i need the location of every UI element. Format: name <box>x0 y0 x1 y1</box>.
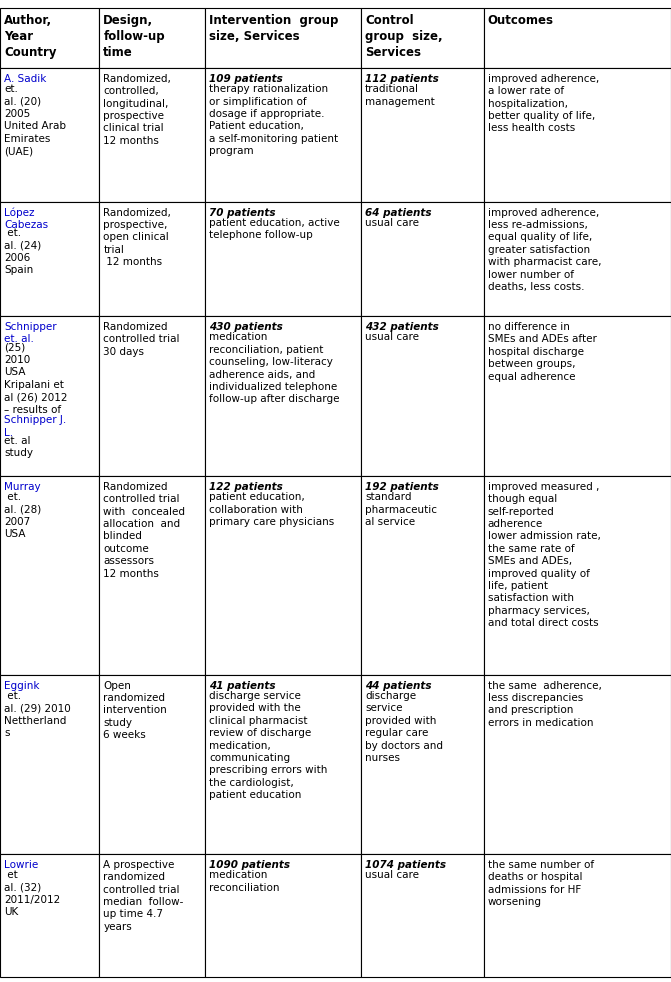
Bar <box>361 316 484 476</box>
Text: medication
reconciliation: medication reconciliation <box>209 870 280 893</box>
Text: Open
randomized
intervention
study
6 weeks: Open randomized intervention study 6 wee… <box>103 681 167 740</box>
Text: A prospective
randomized
controlled trial
median  follow-
up time 4.7
years: A prospective randomized controlled tria… <box>103 860 184 932</box>
Text: Design,
follow-up
time: Design, follow-up time <box>103 14 165 59</box>
Bar <box>99 476 205 675</box>
Bar <box>0 854 99 977</box>
Text: et.
al. (28)
2007
USA: et. al. (28) 2007 USA <box>4 492 42 539</box>
Text: 1074 patients: 1074 patients <box>365 860 446 870</box>
Text: Control
group  size,
Services: Control group size, Services <box>365 14 443 59</box>
Bar <box>205 201 361 316</box>
Text: (25)
2010
USA
Kripalani et
al (26) 2012
– results of: (25) 2010 USA Kripalani et al (26) 2012 … <box>4 343 68 427</box>
Bar <box>0 476 99 675</box>
Text: improved measured ,
though equal
self-reported
adherence
lower admission rate,
t: improved measured , though equal self-re… <box>488 482 601 628</box>
Text: no difference in
SMEs and ADEs after
hospital discharge
between groups,
equal ad: no difference in SMEs and ADEs after hos… <box>488 322 597 382</box>
Text: et.
al. (20)
2005
United Arab
Emirates
(UAE): et. al. (20) 2005 United Arab Emirates (… <box>4 84 66 156</box>
Bar <box>99 201 205 316</box>
Bar <box>361 8 484 68</box>
Text: 192 patients: 192 patients <box>365 482 439 492</box>
Bar <box>205 316 361 476</box>
Text: Schnipper
et. al.: Schnipper et. al. <box>4 322 56 345</box>
Text: 70 patients: 70 patients <box>209 207 276 218</box>
Text: discharge
service
provided with
regular care
by doctors and
nurses: discharge service provided with regular … <box>365 691 443 763</box>
Text: medication
reconciliation, patient
counseling, low-literacy
adherence aids, and
: medication reconciliation, patient couns… <box>209 332 340 405</box>
Text: discharge service
provided with the
clinical pharmacist
review of discharge
medi: discharge service provided with the clin… <box>209 691 327 800</box>
Text: Randomized,
prospective,
open clinical
trial
 12 months: Randomized, prospective, open clinical t… <box>103 207 171 267</box>
Bar <box>361 854 484 977</box>
Bar <box>205 68 361 201</box>
Bar <box>361 68 484 201</box>
Text: Randomized
controlled trial
with  concealed
allocation  and
blinded
outcome
asse: Randomized controlled trial with conceal… <box>103 482 185 578</box>
Text: et
al. (32)
2011/2012
UK: et al. (32) 2011/2012 UK <box>4 870 60 917</box>
Text: the same  adherence,
less discrepancies
and prescription
errors in medication: the same adherence, less discrepancies a… <box>488 681 602 728</box>
Text: traditional
management: traditional management <box>365 84 435 107</box>
Bar <box>99 8 205 68</box>
Bar <box>484 476 671 675</box>
Text: Randomized
controlled trial
30 days: Randomized controlled trial 30 days <box>103 322 180 356</box>
Bar <box>484 68 671 201</box>
Bar <box>484 201 671 316</box>
Bar <box>361 675 484 854</box>
Bar <box>361 201 484 316</box>
Text: patient education,
collaboration with
primary care physicians: patient education, collaboration with pr… <box>209 492 335 527</box>
Text: 430 patients: 430 patients <box>209 322 283 332</box>
Bar <box>205 476 361 675</box>
Text: Lowrie: Lowrie <box>4 860 38 870</box>
Text: 122 patients: 122 patients <box>209 482 283 492</box>
Text: 432 patients: 432 patients <box>365 322 439 332</box>
Text: improved adherence,
a lower rate of
hospitalization,
better quality of life,
les: improved adherence, a lower rate of hosp… <box>488 74 599 134</box>
Bar <box>99 854 205 977</box>
Bar <box>361 476 484 675</box>
Bar <box>205 854 361 977</box>
Text: Intervention  group
size, Services: Intervention group size, Services <box>209 14 339 43</box>
Text: improved adherence,
less re-admissions,
equal quality of life,
greater satisfact: improved adherence, less re-admissions, … <box>488 207 601 292</box>
Bar <box>99 316 205 476</box>
Text: Randomized,
controlled,
longitudinal,
prospective
clinical trial
12 months: Randomized, controlled, longitudinal, pr… <box>103 74 171 146</box>
Text: Outcomes: Outcomes <box>488 14 554 27</box>
Bar <box>99 68 205 201</box>
Text: Author,
Year
Country: Author, Year Country <box>4 14 56 59</box>
Bar <box>0 8 99 68</box>
Text: usual care: usual care <box>365 332 419 343</box>
Bar <box>484 316 671 476</box>
Text: et.
al. (29) 2010
Nettherland
s: et. al. (29) 2010 Nettherland s <box>4 691 70 738</box>
Text: Murray: Murray <box>4 482 41 492</box>
Bar <box>0 316 99 476</box>
Text: Schnipper J.
L.: Schnipper J. L. <box>4 415 66 438</box>
Text: 112 patients: 112 patients <box>365 74 439 83</box>
Bar <box>484 8 671 68</box>
Text: 1090 patients: 1090 patients <box>209 860 291 870</box>
Text: 41 patients: 41 patients <box>209 681 276 690</box>
Text: usual care: usual care <box>365 870 419 880</box>
Text: A. Sadik: A. Sadik <box>4 74 46 83</box>
Bar <box>0 68 99 201</box>
Text: et.
al. (24)
2006
Spain: et. al. (24) 2006 Spain <box>4 228 42 276</box>
Bar <box>0 675 99 854</box>
Bar <box>484 675 671 854</box>
Bar <box>0 201 99 316</box>
Text: Eggink: Eggink <box>4 681 40 690</box>
Text: et. al
study: et. al study <box>4 436 33 459</box>
Text: 64 patients: 64 patients <box>365 207 431 218</box>
Text: usual care: usual care <box>365 218 419 228</box>
Bar <box>99 675 205 854</box>
Text: patient education, active
telephone follow-up: patient education, active telephone foll… <box>209 218 340 241</box>
Bar <box>484 854 671 977</box>
Text: the same number of
deaths or hospital
admissions for HF
worsening: the same number of deaths or hospital ad… <box>488 860 594 907</box>
Text: López
Cabezas: López Cabezas <box>4 207 48 231</box>
Text: standard
pharmaceutic
al service: standard pharmaceutic al service <box>365 492 437 527</box>
Bar <box>205 8 361 68</box>
Text: 44 patients: 44 patients <box>365 681 431 690</box>
Text: 109 patients: 109 patients <box>209 74 283 83</box>
Bar <box>205 675 361 854</box>
Text: therapy rationalization
or simplification of
dosage if appropriate.
Patient educ: therapy rationalization or simplificatio… <box>209 84 338 156</box>
